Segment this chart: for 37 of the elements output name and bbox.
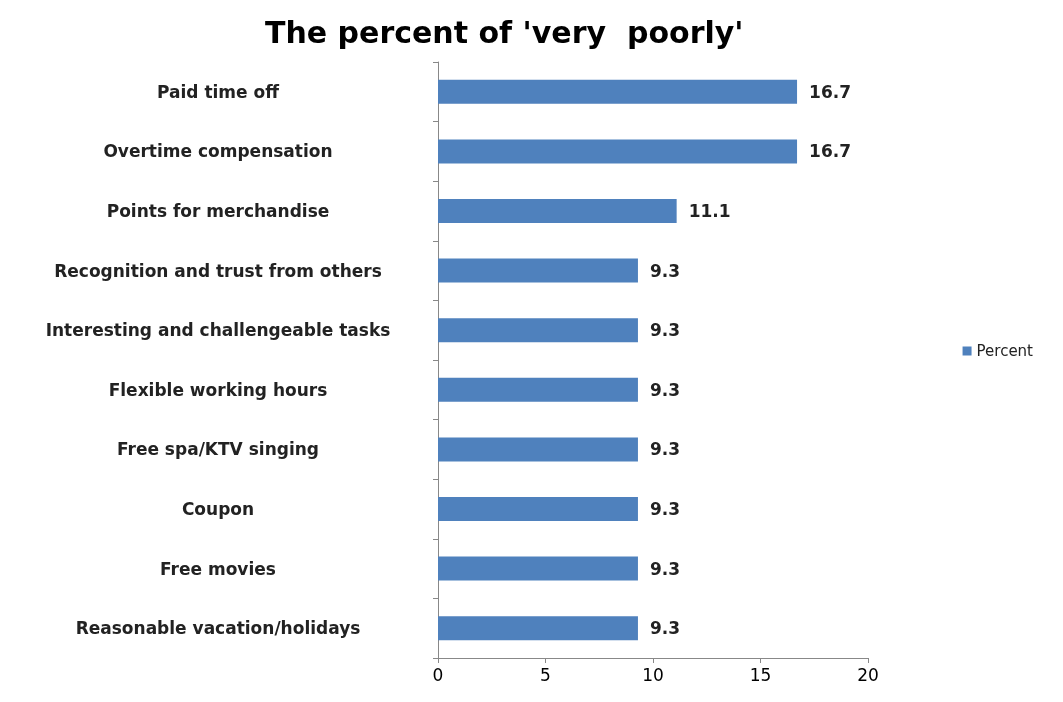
bar bbox=[438, 616, 638, 641]
y-tick-label: Free movies bbox=[160, 558, 276, 579]
bar bbox=[438, 377, 638, 402]
x-tick-label: 20 bbox=[857, 664, 879, 685]
bar bbox=[438, 497, 638, 521]
y-tick-label: Overtime compensation bbox=[103, 141, 333, 162]
bar bbox=[438, 139, 798, 164]
bar bbox=[438, 258, 638, 283]
data-label: 16.7 bbox=[809, 81, 851, 102]
data-label: 9.3 bbox=[649, 439, 681, 460]
y-tick-label: Coupon bbox=[181, 499, 255, 519]
data-label: 9.3 bbox=[649, 499, 681, 519]
data-label: 9.3 bbox=[649, 379, 681, 400]
data-label: 9.3 bbox=[649, 558, 681, 579]
x-tick-label: 10 bbox=[642, 664, 664, 685]
y-tick-label: Points for merchandise bbox=[106, 201, 330, 221]
data-label: 16.7 bbox=[809, 141, 851, 162]
data-label: 9.3 bbox=[649, 320, 681, 341]
x-tick-label: 0 bbox=[432, 664, 444, 685]
y-tick-label: Flexible working hours bbox=[108, 379, 328, 400]
x-tick-label: 15 bbox=[749, 664, 772, 685]
y-tick-label: Interesting and challengeable tasks bbox=[45, 320, 391, 341]
bar bbox=[438, 556, 638, 581]
y-tick-label: Paid time off bbox=[157, 81, 280, 102]
chart-title: The percent of 'very poorly' bbox=[265, 14, 744, 50]
data-label: 9.3 bbox=[649, 260, 681, 281]
data-label: 9.3 bbox=[649, 618, 681, 639]
bar bbox=[438, 318, 638, 343]
y-tick-label: Recognition and trust from others bbox=[54, 260, 382, 281]
legend-label: Percent bbox=[976, 342, 1034, 360]
bar bbox=[438, 79, 798, 104]
bar bbox=[438, 199, 677, 223]
y-tick-label: Reasonable vacation/holidays bbox=[75, 618, 361, 639]
bar bbox=[438, 437, 638, 462]
data-label: 11.1 bbox=[688, 201, 731, 221]
y-tick-label: Free spa/KTV singing bbox=[116, 439, 320, 460]
x-tick-label: 5 bbox=[540, 664, 551, 685]
